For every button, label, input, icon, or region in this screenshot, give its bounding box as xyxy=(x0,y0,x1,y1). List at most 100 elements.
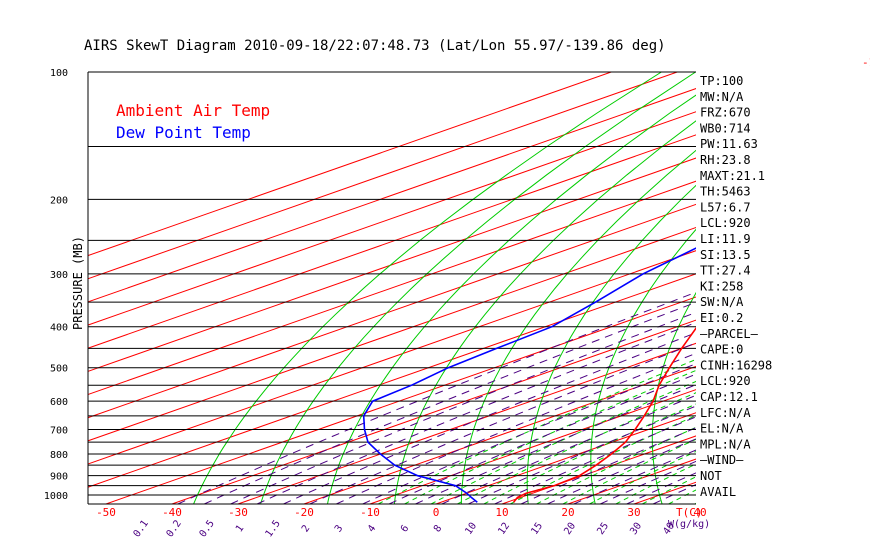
mixing-ratio-tick-label: 2 xyxy=(300,523,312,534)
stability-index-item: KI:258 xyxy=(700,279,743,293)
legend-dew-point-temp: Dew Point Temp xyxy=(116,123,251,142)
mixing-ratio-line xyxy=(362,363,696,504)
mixing-ratio-line xyxy=(573,449,696,504)
stability-index-item: SI:13.5 xyxy=(700,248,751,262)
bottom-temp-tick-label: 40 xyxy=(693,506,706,519)
pressure-tick-label: 600 xyxy=(50,397,68,408)
mixing-ratio-tick-label: 3 xyxy=(333,523,345,534)
isotherm-line xyxy=(88,226,696,442)
isotherm-line xyxy=(88,72,612,257)
background-lines xyxy=(88,72,870,504)
stability-index-item: SW:N/A xyxy=(700,295,744,309)
stability-index-item: TT:27.4 xyxy=(700,264,751,278)
moist-adiabat-line xyxy=(668,489,696,504)
stability-index-item: RH:23.8 xyxy=(700,153,751,167)
mixing-ratio-line xyxy=(600,460,696,504)
stability-index-item: NOT xyxy=(700,469,722,483)
y-axis-label: PRESSURE (MB) xyxy=(71,236,85,330)
pressure-tick-label: 200 xyxy=(50,195,68,206)
top-temp-tick-label: -120 xyxy=(862,56,870,69)
mixing-ratio-line xyxy=(520,427,696,504)
stability-index-item: LCL:920 xyxy=(700,216,751,230)
dry-adiabat-line xyxy=(651,291,696,504)
isotherm-line xyxy=(88,111,696,326)
stability-index-item: TP:100 xyxy=(700,74,743,88)
mixing-ratio-tick-label: 25 xyxy=(595,521,611,537)
isotherm-line xyxy=(88,157,696,372)
stability-index-item: MW:N/A xyxy=(700,90,744,104)
isotherm-line xyxy=(303,365,696,504)
mixing-ratio-tick-label: 8 xyxy=(432,523,444,534)
dry-adiabat-line xyxy=(193,72,662,504)
mixing-ratio-line xyxy=(256,322,696,504)
stability-index-item: LCL:920 xyxy=(700,374,751,388)
pressure-tick-label: 700 xyxy=(50,426,68,437)
bottom-temp-tick-label: -30 xyxy=(228,506,248,519)
mixing-ratio-line xyxy=(547,438,696,504)
bottom-temp-tick-label: 0 xyxy=(433,506,440,519)
legend-ambient-air-temp: Ambient Air Temp xyxy=(116,101,270,120)
mixing-ratio-tick-label: 0.5 xyxy=(198,518,217,539)
stability-index-item: TH:5463 xyxy=(700,185,751,199)
mixing-ratio-line xyxy=(415,384,696,504)
bottom-temp-tick-label: 30 xyxy=(627,506,640,519)
pressure-tick-label: 800 xyxy=(50,450,68,461)
isotherm-line xyxy=(88,180,696,396)
chart-title: AIRS SkewT Diagram 2010-09-18/22:07:48.7… xyxy=(84,38,666,54)
mixing-ratio-line xyxy=(494,416,696,504)
dry-adiabat-line xyxy=(327,94,696,504)
moist-adiabat-line xyxy=(404,369,696,504)
pressure-tick-label: 500 xyxy=(50,364,68,375)
mixing-ratio-line xyxy=(441,394,696,504)
dry-adiabat-line xyxy=(393,120,696,504)
mixing-ratio-tick-label: 4 xyxy=(366,523,378,534)
isotherm-line xyxy=(435,412,696,504)
stability-index-item: LFC:N/A xyxy=(700,406,751,420)
isotherm-line xyxy=(171,319,696,504)
bottom-temp-tick-label: -20 xyxy=(294,506,314,519)
moist-adiabat-line xyxy=(642,476,696,504)
stability-index-item: MPL:N/A xyxy=(700,437,751,451)
bottom-temp-tick-label: 10 xyxy=(495,506,508,519)
mixing-ratio-tick-label: 0.1 xyxy=(132,518,151,539)
pressure-tick-label: 1000 xyxy=(44,491,68,502)
pressure-tick-label: 100 xyxy=(50,68,68,79)
isotherm-line xyxy=(88,72,678,280)
mixing-ratio-tick-label: 10 xyxy=(463,521,479,537)
profile-lines xyxy=(362,247,696,503)
mixing-ratio-line xyxy=(626,472,696,504)
stability-index-item: LI:11.9 xyxy=(700,232,751,246)
mixing-ratio-tick-label: 30 xyxy=(628,521,644,537)
mixing-ratio-line xyxy=(283,332,696,504)
bottom-temp-tick-label: 20 xyxy=(561,506,574,519)
pressure-tick-label: 900 xyxy=(50,472,68,483)
mixing-ratio-tick-label: 15 xyxy=(529,521,545,537)
dry-adiabat-line xyxy=(825,72,870,504)
stability-index-item: FRZ:670 xyxy=(700,106,751,120)
mixing-ratio-tick-label: 1 xyxy=(234,523,246,534)
stability-index-item: EL:N/A xyxy=(700,422,744,436)
pressure-tick-label: 300 xyxy=(50,270,68,281)
ambient-air-temp-line xyxy=(512,326,696,503)
mixing-ratio-line xyxy=(230,311,696,504)
dry-adiabat-line xyxy=(590,228,696,504)
isotherm-line xyxy=(369,389,696,504)
mixing-ratio-unit-label: W(g/kg) xyxy=(668,519,710,530)
stability-index-item: AVAIL xyxy=(700,485,736,499)
mixing-ratio-line xyxy=(204,301,696,504)
x-axis-label: T(C) xyxy=(676,506,703,519)
isotherm-line xyxy=(88,88,696,303)
stability-index-item: PW:11.63 xyxy=(700,137,758,151)
pressure-tick-label: 400 xyxy=(50,323,68,334)
bottom-temp-tick-label: -40 xyxy=(162,506,182,519)
dew-point-temp-line xyxy=(362,247,696,503)
isotherm-line xyxy=(237,342,696,504)
stability-index-item: —PARCEL— xyxy=(700,327,759,341)
bottom-temp-tick-label: -50 xyxy=(96,506,116,519)
isotherm-line xyxy=(88,203,696,419)
isotherm-line xyxy=(105,296,696,504)
isotherm-line xyxy=(766,72,870,504)
mixing-ratio-line xyxy=(309,342,696,504)
stability-index-item: MAXT:21.1 xyxy=(700,169,765,183)
